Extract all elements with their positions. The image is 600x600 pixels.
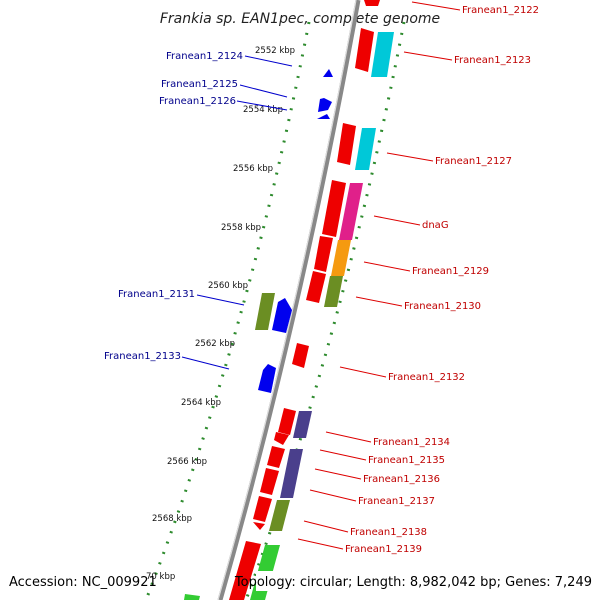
gene-arrow-2129[interactable]	[314, 236, 333, 272]
topology-text: Topology: circular; Length: 8,982,042 bp…	[234, 575, 592, 590]
gene-label-2138[interactable]: Franean1_2138	[350, 527, 427, 538]
gene-block-2129-orange[interactable]	[331, 240, 351, 276]
tick-label-2558: 2558 kbp	[221, 223, 261, 233]
gene-label-2125[interactable]: Franean1_2125	[161, 79, 238, 90]
gene-arrow-2127[interactable]	[337, 123, 356, 165]
gene-arrow-2133[interactable]	[258, 364, 276, 393]
gene-label-2123[interactable]: Franean1_2123	[454, 55, 531, 66]
gene-block-2130-olive[interactable]	[324, 276, 343, 307]
gene-label-2130[interactable]: Franean1_2130	[404, 301, 481, 312]
gene-arrow-2136[interactable]	[260, 468, 279, 495]
gene-label-2129[interactable]: Franean1_2129	[412, 266, 489, 277]
footer-topology-bg	[256, 571, 596, 591]
gene-label-2132[interactable]: Franean1_2132	[388, 372, 465, 383]
gene-arrow-2126[interactable]	[317, 114, 330, 119]
tick-label-2562: 2562 kbp	[195, 339, 235, 349]
footer-accession-bg	[6, 571, 146, 591]
right-gene-labels: Franean1_2122 Franean1_2123 Franean1_212…	[345, 5, 539, 555]
gene-arrow-2132[interactable]	[292, 343, 309, 368]
tick-label-2560: 2560 kbp	[208, 281, 248, 291]
gene-arrow-2124[interactable]	[323, 69, 333, 77]
gene-label-2126[interactable]: Franean1_2126	[159, 96, 236, 107]
tick-label-2556: 2556 kbp	[233, 164, 273, 174]
gene-label-2134[interactable]: Franean1_2134	[373, 437, 450, 448]
gene-block-2134-slate[interactable]	[293, 411, 312, 438]
gene-block-dnaG-magenta[interactable]	[339, 183, 363, 240]
gene-label-2122[interactable]: Franean1_2122	[462, 5, 539, 16]
gene-arrow-2138[interactable]	[253, 522, 265, 530]
gene-block-2137-olive[interactable]	[269, 500, 290, 531]
accession-text: Accession: NC_009921	[9, 575, 157, 590]
gene-label-2137[interactable]: Franean1_2137	[358, 496, 435, 507]
right-leaders	[297, 1, 461, 550]
gene-features	[184, 0, 394, 600]
tick-label-2566: 2566 kbp	[167, 457, 207, 467]
left-gene-labels: Franean1_2124 Franean1_2125 Franean1_212…	[104, 51, 243, 362]
gene-block-2123-cyan[interactable]	[371, 32, 394, 77]
tick-label-2570: 70 kbp	[146, 572, 175, 582]
gene-label-2139[interactable]: Franean1_2139	[345, 544, 422, 555]
tick-label-2552: 2552 kbp	[255, 46, 295, 56]
map-title: Frankia sp. EAN1pec, complete genome	[160, 11, 440, 27]
gene-arrow-dnaG[interactable]	[322, 180, 346, 237]
gene-arrow-2130[interactable]	[306, 271, 326, 303]
tick-label-2568: 2568 kbp	[152, 514, 192, 524]
gene-block-2131-olive[interactable]	[255, 293, 275, 330]
gene-label-2127[interactable]: Franean1_2127	[435, 156, 512, 167]
tick-label-2554: 2554 kbp	[243, 105, 283, 115]
gene-label-dnaG[interactable]: dnaG	[422, 220, 449, 231]
tick-label-2564: 2564 kbp	[181, 398, 221, 408]
gene-arrow-2134[interactable]	[278, 408, 296, 435]
gene-label-2124[interactable]: Franean1_2124	[166, 51, 243, 62]
gene-label-2135[interactable]: Franean1_2135	[368, 455, 445, 466]
gene-arrow-2122[interactable]	[364, 0, 380, 6]
gene-arrow-2123[interactable]	[355, 28, 374, 72]
genome-backbone	[217, 0, 361, 600]
scale-ticks: 2552 kbp 2554 kbp 2556 kbp 2558 kbp 2560…	[146, 46, 295, 582]
genome-backbone-highlight	[217, 0, 357, 600]
gene-label-2133[interactable]: Franean1_2133	[104, 351, 181, 362]
gene-arrow-2135[interactable]	[267, 446, 285, 468]
gene-arrow-2134b[interactable]	[274, 432, 289, 445]
gene-arrow-2125[interactable]	[318, 98, 332, 112]
gene-arrow-2131[interactable]	[272, 298, 292, 333]
gene-arrow-2137[interactable]	[253, 496, 272, 522]
gene-label-2136[interactable]: Franean1_2136	[363, 474, 440, 485]
gene-arrow-2139[interactable]	[229, 541, 261, 600]
gene-block-2127-cyan[interactable]	[355, 128, 376, 170]
gene-block-bottom-green[interactable]	[184, 594, 200, 600]
left-leaders	[181, 55, 293, 370]
gene-label-2131[interactable]: Franean1_2131	[118, 289, 195, 300]
gene-block-2136-slate[interactable]	[280, 449, 303, 498]
